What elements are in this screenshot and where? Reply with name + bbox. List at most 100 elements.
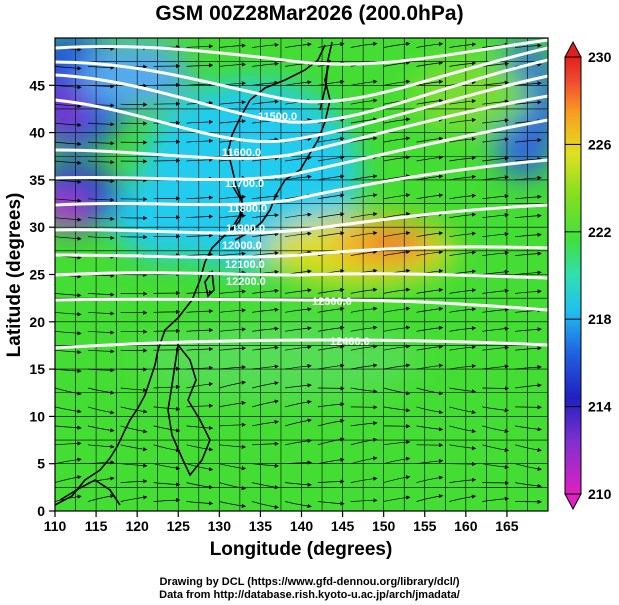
contour-label: 12200.0: [226, 276, 266, 288]
streamline: [252, 345, 279, 351]
streamline: [252, 501, 279, 509]
streamline: [350, 98, 378, 105]
streamline: [317, 418, 345, 427]
streamline: [285, 307, 312, 313]
y-tick-label: 40: [29, 125, 45, 141]
streamline: [449, 117, 477, 124]
streamline: [55, 387, 82, 396]
contour-label: 12100.0: [225, 259, 265, 271]
streamline: [350, 476, 378, 483]
streamline: [416, 475, 444, 483]
streamline: [87, 65, 115, 70]
streamline: [219, 365, 246, 370]
streamline: [55, 141, 82, 147]
streamline: [350, 363, 378, 370]
streamline: [55, 160, 82, 165]
streamline: [120, 479, 148, 484]
streamline: [416, 136, 444, 143]
x-tick-label: 120: [125, 518, 149, 534]
streamline: [186, 119, 214, 125]
streamline: [252, 80, 279, 86]
streamline: [515, 444, 542, 453]
streamline: [416, 231, 444, 238]
streamline: [416, 494, 444, 502]
streamline: [186, 444, 214, 452]
streamline: [350, 498, 378, 503]
streamline: [416, 79, 444, 86]
streamline: [186, 501, 214, 506]
streamline: [87, 178, 115, 184]
streamline: [219, 482, 246, 491]
streamline: [416, 60, 444, 67]
streamline: [449, 326, 477, 332]
streamline: [383, 456, 411, 465]
y-tick-label: 35: [29, 172, 45, 188]
streamline: [87, 292, 115, 297]
streamline: [383, 117, 411, 124]
streamline: [55, 441, 82, 446]
streamline: [55, 103, 82, 109]
streamline: [350, 79, 378, 86]
streamline: [87, 122, 115, 127]
streamline: [87, 141, 115, 146]
streamline: [449, 363, 477, 370]
streamline: [186, 214, 214, 219]
streamline: [515, 463, 542, 471]
x-tick-label: 115: [85, 518, 108, 534]
streamline: [55, 475, 82, 483]
streamline: [515, 270, 542, 275]
streamline: [55, 122, 82, 128]
y-axis-ticks: 0 5 10 15 20 25 30 35 40 45: [29, 77, 55, 519]
x-tick-label: 130: [208, 518, 232, 534]
streamline: [219, 289, 246, 294]
streamline: [186, 425, 214, 431]
streamline: [153, 498, 181, 503]
streamline: [317, 41, 345, 48]
streamline: [383, 155, 411, 162]
streamline: [87, 84, 115, 89]
streamline: [55, 217, 82, 222]
colorbar-label: 230: [588, 49, 612, 65]
streamline: [350, 41, 378, 48]
streamline: [449, 136, 477, 143]
streamline: [449, 425, 477, 434]
streamline: [449, 288, 477, 294]
coastline-asia: [55, 44, 326, 506]
streamline: [87, 368, 115, 373]
streamline: [55, 330, 82, 336]
streamline: [383, 249, 411, 256]
streamline: [350, 456, 378, 465]
streamline: [482, 232, 509, 238]
streamline: [252, 326, 279, 332]
streamline: [416, 363, 444, 370]
streamline: [350, 174, 378, 181]
streamline: [219, 213, 246, 219]
streamline: [186, 328, 214, 333]
streamline: [120, 425, 148, 434]
streamline: [383, 136, 411, 143]
x-tick-label: 110: [44, 518, 67, 534]
streamline: [252, 232, 279, 238]
streamline: [120, 444, 148, 452]
streamline: [482, 250, 509, 256]
streamline: [515, 43, 542, 48]
streamline: [55, 66, 82, 71]
streamline: [416, 425, 444, 432]
streamline: [350, 212, 378, 219]
contour-label: 11600.0: [222, 147, 261, 159]
coastline-sakhalin: [319, 41, 333, 111]
streamline: [416, 155, 444, 162]
coastlines: [55, 41, 333, 506]
streamline: [252, 42, 279, 48]
streamline: [482, 364, 509, 370]
streamline: [55, 406, 82, 414]
streamline: [285, 42, 312, 48]
streamline: [383, 193, 411, 200]
streamline: [482, 496, 509, 502]
streamline: [515, 156, 542, 162]
x-tick-label: 150: [372, 518, 396, 534]
streamline: [383, 212, 411, 219]
y-tick-label: 30: [29, 219, 45, 235]
streamline: [120, 495, 148, 502]
streamline: [383, 363, 411, 370]
